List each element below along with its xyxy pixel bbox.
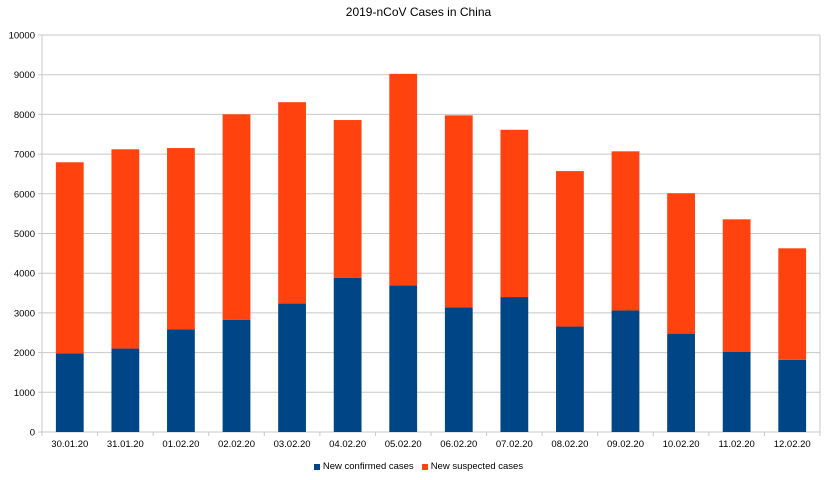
y-tick-label: 5000 <box>14 229 35 240</box>
x-tick-label: 05.02.20 <box>385 439 422 450</box>
y-tick-label: 0 <box>30 428 35 439</box>
x-tick-label: 08.02.20 <box>551 439 588 450</box>
bar-suspected <box>778 248 807 360</box>
bar-confirmed <box>667 333 695 432</box>
bar-confirmed <box>111 348 140 432</box>
x-tick-label: 06.02.20 <box>440 439 477 450</box>
legend-label-confirmed: New confirmed cases <box>322 461 414 472</box>
y-tick-label: 1000 <box>14 388 35 399</box>
x-tick-label: 09.02.20 <box>607 439 644 450</box>
bar-confirmed <box>722 352 751 432</box>
bar-confirmed <box>278 303 306 432</box>
bar-suspected <box>278 102 306 304</box>
x-tick-label: 30.01.20 <box>51 439 88 450</box>
x-tick-label: 11.02.20 <box>719 439 755 450</box>
legend-item-confirmed: New confirmed cases <box>313 461 414 472</box>
bar-suspected <box>222 114 251 320</box>
bar-confirmed <box>389 285 418 432</box>
bar-confirmed <box>444 307 473 432</box>
bar-suspected <box>389 73 418 286</box>
bar-confirmed <box>222 319 251 432</box>
bar-suspected <box>667 193 695 334</box>
legend-swatch-confirmed <box>313 463 320 470</box>
y-tick-label: 9000 <box>14 70 35 81</box>
x-tick-label: 03.02.20 <box>274 439 311 450</box>
bar-confirmed <box>778 359 807 432</box>
x-tick-label: 31.01.20 <box>107 439 144 450</box>
x-tick-label: 02.02.20 <box>218 439 255 450</box>
legend: New confirmed cases New suspected cases <box>0 461 837 472</box>
x-tick-label: 07.02.20 <box>496 439 533 450</box>
y-tick-label: 4000 <box>14 269 35 280</box>
bar-suspected <box>111 149 140 349</box>
y-tick-label: 8000 <box>14 110 35 121</box>
bar-suspected <box>611 151 640 311</box>
bar-suspected <box>500 129 529 298</box>
y-tick-label: 6000 <box>14 189 35 200</box>
y-tick-label: 10000 <box>9 31 35 42</box>
bar-suspected <box>556 171 584 327</box>
bar-confirmed <box>167 329 195 432</box>
bar-confirmed <box>55 353 84 432</box>
bar-confirmed <box>333 277 362 432</box>
x-tick-label: 10.02.20 <box>663 439 700 450</box>
bar-confirmed <box>500 297 529 432</box>
bar-suspected <box>333 120 362 278</box>
bar-suspected <box>55 162 84 354</box>
bar-confirmed <box>611 310 640 432</box>
legend-label-suspected: New suspected cases <box>430 461 524 472</box>
legend-swatch-suspected <box>421 463 428 470</box>
bar-confirmed <box>556 326 584 432</box>
legend-item-suspected: New suspected cases <box>421 461 524 472</box>
x-tick-label: 12.02.20 <box>774 439 811 450</box>
chart-title: 2019-nCoV Cases in China <box>345 5 492 19</box>
y-tick-label: 3000 <box>14 308 35 319</box>
bar-suspected <box>444 115 473 308</box>
x-tick-label: 01.02.20 <box>162 439 199 450</box>
x-tick-label: 04.02.20 <box>329 439 366 450</box>
y-tick-label: 7000 <box>14 150 35 161</box>
bar-suspected <box>722 219 751 353</box>
bar-suspected <box>167 148 195 330</box>
y-tick-label: 2000 <box>14 348 35 359</box>
